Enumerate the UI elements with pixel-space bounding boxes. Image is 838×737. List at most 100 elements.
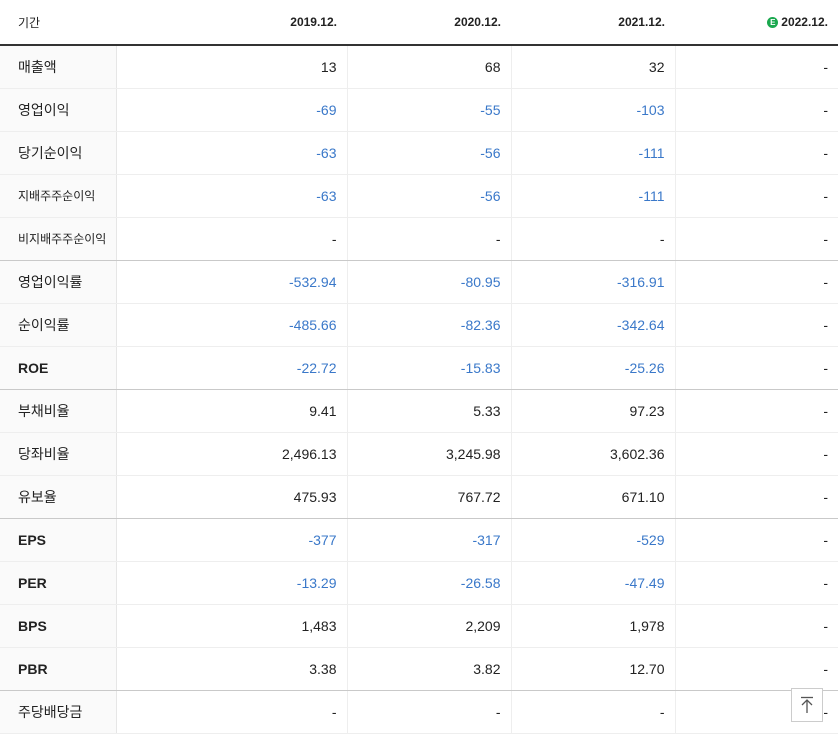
row-label: 부채비율 xyxy=(0,389,117,433)
table-row: ROE -22.72 -15.83 -25.26- xyxy=(0,346,838,390)
table-row: 주당배당금 - - - - xyxy=(0,690,838,734)
row-value: 68 xyxy=(347,45,512,89)
row-value: - xyxy=(675,561,838,605)
row-value: - xyxy=(347,690,512,734)
row-value: 9.41 xyxy=(116,389,348,433)
row-label: BPS xyxy=(0,604,117,648)
row-value: -55 xyxy=(347,88,512,132)
table-row: 영업이익률 -532.94 -80.95 -316.91- xyxy=(0,260,838,304)
row-value: 3,245.98 xyxy=(347,432,512,476)
row-label: 당좌비율 xyxy=(0,432,117,476)
row-value: -15.83 xyxy=(347,346,512,390)
row-value: - xyxy=(675,604,838,648)
row-value: 2,496.13 xyxy=(116,432,348,476)
row-value: -56 xyxy=(347,131,512,175)
table-row: 당기순이익 -63 -56 -111- xyxy=(0,131,838,175)
row-value: -111 xyxy=(511,131,676,175)
row-value: 13 xyxy=(116,45,348,89)
row-label: 비지배주주순이익 xyxy=(0,217,117,261)
row-value: -63 xyxy=(116,131,348,175)
table-row: 당좌비율 2,496.13 3,245.98 3,602.36- xyxy=(0,432,838,476)
row-label: 지배주주순이익 xyxy=(0,174,117,218)
row-value: -69 xyxy=(116,88,348,132)
row-value: 671.10 xyxy=(511,475,676,519)
row-label: EPS xyxy=(0,518,117,562)
row-value: - xyxy=(675,389,838,433)
row-value: 1,483 xyxy=(116,604,348,648)
row-label: 매출액 xyxy=(0,45,117,89)
row-value: 3.82 xyxy=(347,647,512,691)
row-value: - xyxy=(511,690,676,734)
row-value: -111 xyxy=(511,174,676,218)
row-value: - xyxy=(675,88,838,132)
row-value: 3.38 xyxy=(116,647,348,691)
row-value: - xyxy=(675,303,838,347)
row-value: -316.91 xyxy=(511,260,676,304)
row-value: - xyxy=(675,217,838,261)
row-value: -532.94 xyxy=(116,260,348,304)
year-header-2020: 2020.12. xyxy=(347,0,511,46)
row-value: -13.29 xyxy=(116,561,348,605)
row-label: 주당배당금 xyxy=(0,690,117,734)
year-header-2022: E 2022.12. xyxy=(675,0,838,46)
row-value: 32 xyxy=(511,45,676,89)
table-row: 부채비율 9.41 5.33 97.23- xyxy=(0,389,838,433)
row-value: 12.70 xyxy=(511,647,676,691)
row-value: -377 xyxy=(116,518,348,562)
row-value: -26.58 xyxy=(347,561,512,605)
row-value: -80.95 xyxy=(347,260,512,304)
row-value: 1,978 xyxy=(511,604,676,648)
row-value: 3,602.36 xyxy=(511,432,676,476)
arrow-up-to-top-icon xyxy=(801,696,813,713)
row-label: ROE xyxy=(0,346,117,390)
row-value: -529 xyxy=(511,518,676,562)
row-label: 당기순이익 xyxy=(0,131,117,175)
row-value: -47.49 xyxy=(511,561,676,605)
table-row: 영업이익 -69 -55 -103- xyxy=(0,88,838,132)
table-row: 비지배주주순이익 - - - - xyxy=(0,217,838,261)
row-value: -103 xyxy=(511,88,676,132)
row-value: -56 xyxy=(347,174,512,218)
table-header-row: 기간 2019.12. 2020.12. 2021.12. E 2022.12. xyxy=(0,0,838,46)
table-row: 유보율 475.93 767.72 671.10- xyxy=(0,475,838,519)
table-row: PER -13.29 -26.58 -47.49- xyxy=(0,561,838,605)
row-label: 순이익률 xyxy=(0,303,117,347)
row-value: - xyxy=(675,518,838,562)
table-row: BPS 1,483 2,209 1,978- xyxy=(0,604,838,648)
row-value: - xyxy=(675,174,838,218)
table-row: PBR 3.38 3.82 12.70- xyxy=(0,647,838,691)
estimate-badge-icon: E xyxy=(767,17,779,28)
row-label: 영업이익 xyxy=(0,88,117,132)
year-header-2021: 2021.12. xyxy=(511,0,675,46)
row-value: - xyxy=(675,432,838,476)
row-value: -342.64 xyxy=(511,303,676,347)
row-value: 2,209 xyxy=(347,604,512,648)
row-value: - xyxy=(675,475,838,519)
year-header-2019: 2019.12. xyxy=(116,0,347,46)
scroll-top-button[interactable] xyxy=(791,688,823,722)
row-value: - xyxy=(116,217,348,261)
table-row: EPS -377 -317 -529- xyxy=(0,518,838,562)
table-row: 매출액 13 68 32- xyxy=(0,45,838,89)
row-value: -485.66 xyxy=(116,303,348,347)
row-label: PBR xyxy=(0,647,117,691)
row-value: 475.93 xyxy=(116,475,348,519)
row-value: -25.26 xyxy=(511,346,676,390)
table-row: 순이익률 -485.66 -82.36 -342.64- xyxy=(0,303,838,347)
row-value: - xyxy=(675,131,838,175)
table-row: 지배주주순이익 -63 -56 -111- xyxy=(0,174,838,218)
row-value: - xyxy=(511,217,676,261)
row-value: -63 xyxy=(116,174,348,218)
row-value: - xyxy=(675,260,838,304)
year-header-2022-label: 2022.12. xyxy=(781,15,828,29)
row-label: PER xyxy=(0,561,117,605)
row-value: 97.23 xyxy=(511,389,676,433)
row-value: - xyxy=(347,217,512,261)
row-label: 영업이익률 xyxy=(0,260,117,304)
row-value: - xyxy=(675,346,838,390)
row-value: 5.33 xyxy=(347,389,512,433)
row-value: - xyxy=(116,690,348,734)
row-value: -82.36 xyxy=(347,303,512,347)
row-value: 767.72 xyxy=(347,475,512,519)
